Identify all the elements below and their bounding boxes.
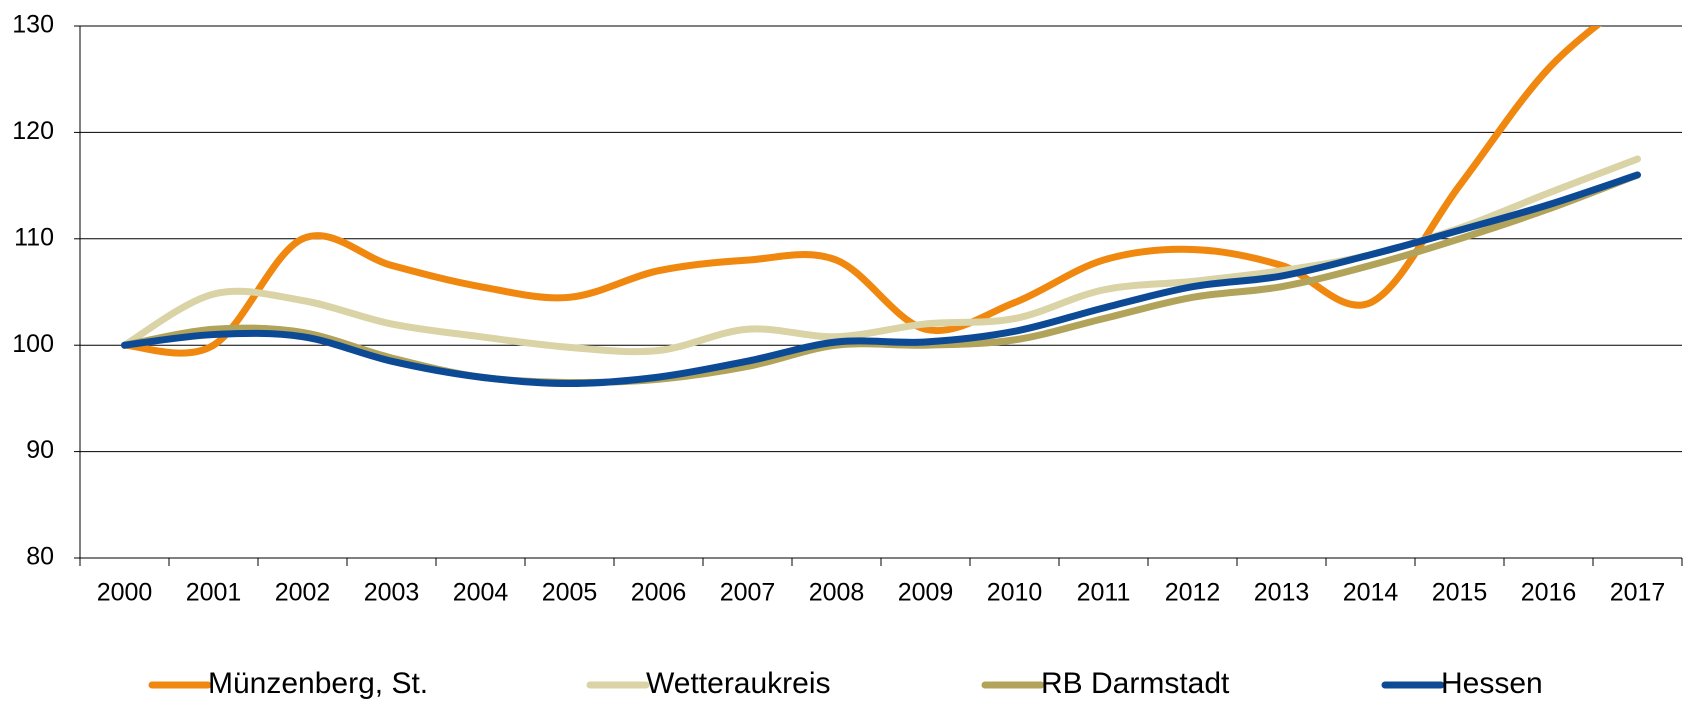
plot-area [121,26,1641,388]
legend-label: Wetteraukreis [646,667,831,700]
y-tick-label: 90 [26,436,54,464]
x-tick-label: 2006 [631,579,687,607]
x-tick-label: 2004 [453,579,509,607]
x-tick-label: 2012 [1165,579,1221,607]
x-tick-label: 2002 [275,579,331,607]
y-tick-label: 80 [26,543,54,571]
x-tick-label: 2016 [1521,579,1577,607]
y-tick-label: 100 [12,330,54,358]
x-tick-label: 2009 [898,579,954,607]
legend-label: RB Darmstadt [1041,667,1230,700]
legend-label: Hessen [1441,667,1543,700]
x-tick-label: 2008 [809,579,865,607]
y-tick-label: 110 [14,223,54,251]
x-tick-label: 2010 [987,579,1043,607]
x-tick-label: 2017 [1610,579,1666,607]
x-tick-label: 2005 [542,579,598,607]
x-tick-label: 2003 [364,579,420,607]
x-tick-label: 2011 [1077,579,1131,607]
series-line [121,171,1641,388]
x-tick-label: 2001 [186,579,242,607]
x-tick-label: 2015 [1432,579,1488,607]
x-tick-label: 2014 [1343,579,1399,607]
x-tick-label: 2007 [720,579,776,607]
x-tick-label: 2013 [1254,579,1310,607]
series-line [121,26,1602,357]
y-tick-label: 120 [12,117,54,145]
y-tick-label: 130 [12,11,54,39]
legend-label: Münzenberg, St. [208,667,428,700]
x-tick-label: 2000 [97,579,153,607]
